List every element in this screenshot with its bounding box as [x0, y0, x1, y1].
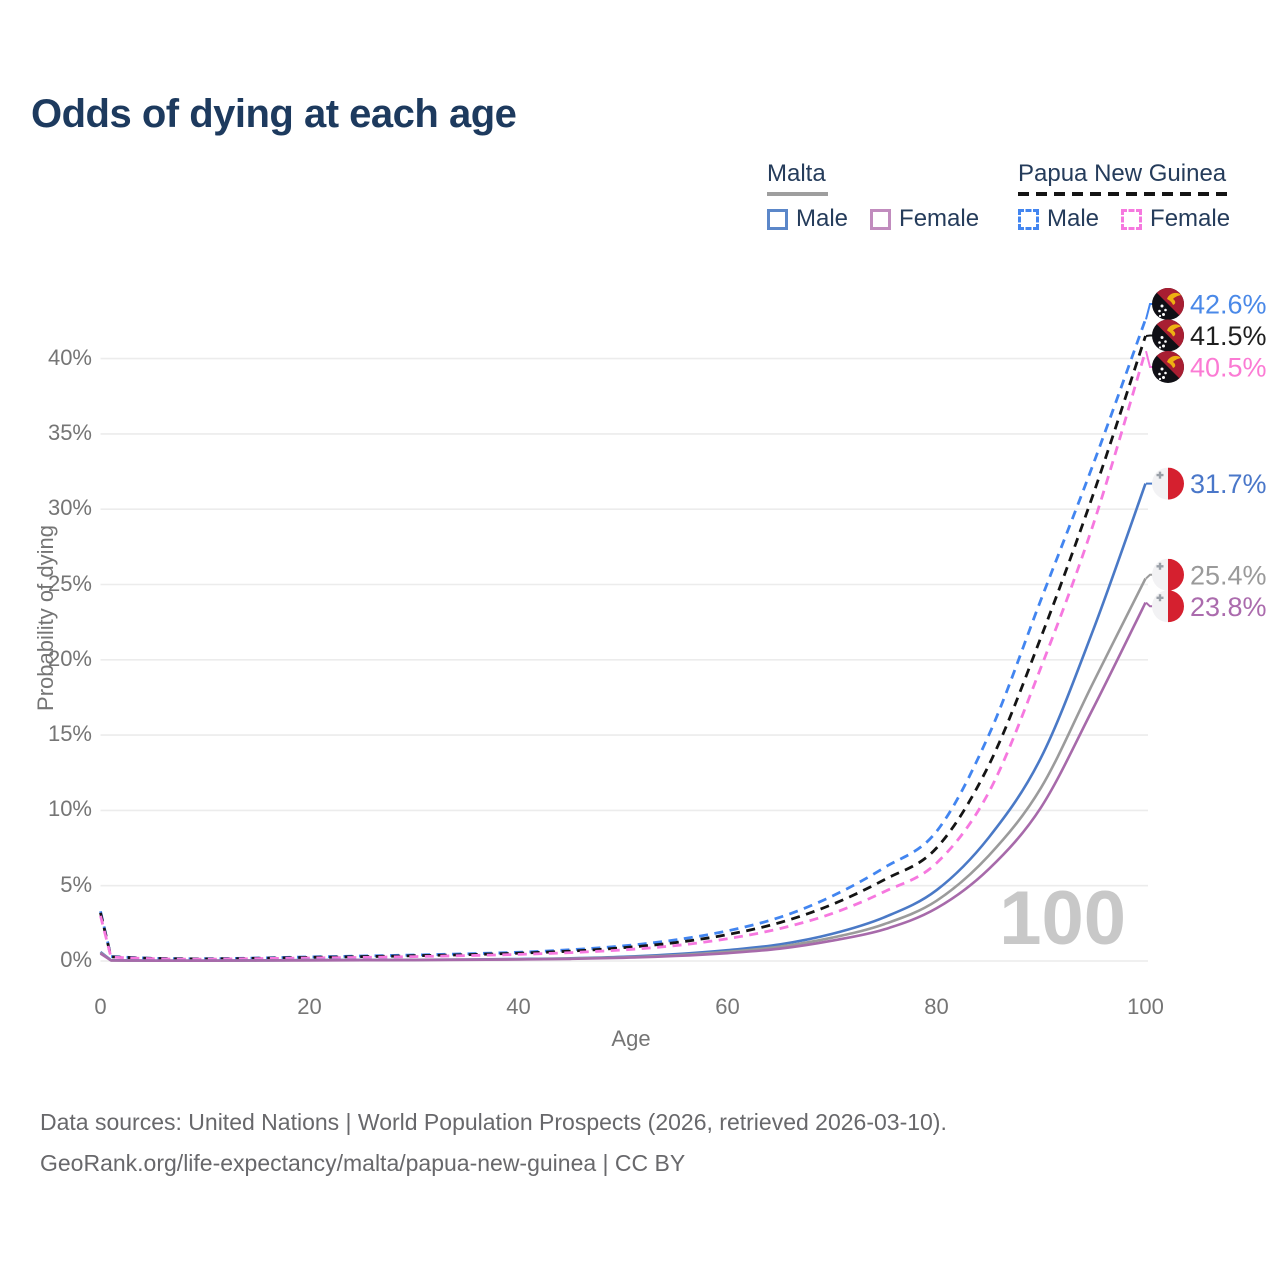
- series-line-malta-male[interactable]: [99, 483, 1147, 963]
- malta-flag-icon: [1152, 590, 1184, 623]
- y-tick-25%: 25%: [47, 570, 92, 596]
- series-line-malta-female[interactable]: [99, 602, 1147, 963]
- end-label-papua-new-guinea-male: 42.6%: [1190, 290, 1267, 320]
- legend-swatch-png-female[interactable]: [1121, 208, 1143, 230]
- y-tick-5%: 5%: [60, 871, 92, 897]
- legend-linestyle-papua-new-guinea: [1018, 192, 1228, 196]
- series-line-papua-new-guinea-female[interactable]: [99, 350, 1147, 961]
- malta-flag-icon: [1152, 558, 1184, 591]
- x-axis-title: Age: [611, 1026, 651, 1051]
- end-label-papua-new-guinea-both-sexes: 41.5%: [1190, 321, 1267, 351]
- end-label-malta-male: 31.7%: [1190, 469, 1267, 499]
- series-line-malta-both-sexes[interactable]: [99, 577, 1147, 963]
- end-label-papua-new-guinea-female: 40.5%: [1190, 353, 1267, 383]
- x-tick-20: 20: [297, 994, 322, 1019]
- page-title: Odds of dying at each age: [31, 92, 517, 136]
- y-tick-40%: 40%: [47, 344, 92, 370]
- legend-country-malta[interactable]: Malta: [767, 160, 826, 187]
- legend-swatch-png-male[interactable]: [1018, 208, 1039, 230]
- watermark-age-100: 100: [999, 876, 1126, 961]
- malta-flag-icon: [1152, 467, 1184, 500]
- series-line-papua-new-guinea-both-sexes[interactable]: [99, 335, 1147, 961]
- y-tick-10%: 10%: [47, 796, 92, 822]
- legend-label-png-male[interactable]: Male: [1047, 205, 1100, 232]
- end-label-malta-both-sexes: 25.4%: [1190, 560, 1267, 590]
- papua-new-guinea-flag-icon: [1152, 319, 1184, 352]
- papua-new-guinea-flag-icon: [1152, 351, 1184, 384]
- y-tick-0%: 0%: [60, 947, 92, 972]
- legend-linestyle-malta: [767, 192, 828, 196]
- x-tick-100: 100: [1127, 994, 1164, 1019]
- y-tick-15%: 15%: [47, 721, 92, 747]
- legend-country-papua-new-guinea[interactable]: Papua New Guinea: [1018, 160, 1227, 187]
- footer-data-sources: Data sources: United Nations | World Pop…: [40, 1109, 947, 1135]
- y-axis-title: Probability of dying: [33, 525, 58, 711]
- footer: Data sources: United Nations | World Pop…: [40, 1102, 947, 1184]
- legend-label-malta-female[interactable]: Female: [899, 205, 980, 232]
- y-tick-35%: 35%: [47, 419, 92, 445]
- y-tick-30%: 30%: [47, 495, 92, 521]
- legend-label-malta-male[interactable]: Male: [796, 205, 849, 232]
- x-tick-0: 0: [94, 994, 107, 1019]
- series-line-papua-new-guinea-male[interactable]: [99, 318, 1147, 961]
- legend-group-malta: Malta Male Female: [767, 160, 1001, 233]
- legend-swatch-malta-female[interactable]: [870, 208, 892, 230]
- x-tick-80: 80: [924, 994, 949, 1019]
- legend-label-png-female[interactable]: Female: [1150, 205, 1231, 232]
- papua-new-guinea-flag-icon: [1152, 288, 1184, 321]
- footer-attribution: GeoRank.org/life-expectancy/malta/papua-…: [40, 1150, 686, 1176]
- end-label-malta-female: 23.8%: [1190, 592, 1267, 622]
- legend-swatch-malta-male[interactable]: [767, 208, 788, 230]
- x-tick-60: 60: [715, 994, 740, 1019]
- y-tick-20%: 20%: [47, 645, 92, 671]
- legend-group-papua-new-guinea: Papua New Guinea Male Female: [1018, 160, 1252, 233]
- x-tick-40: 40: [506, 994, 531, 1019]
